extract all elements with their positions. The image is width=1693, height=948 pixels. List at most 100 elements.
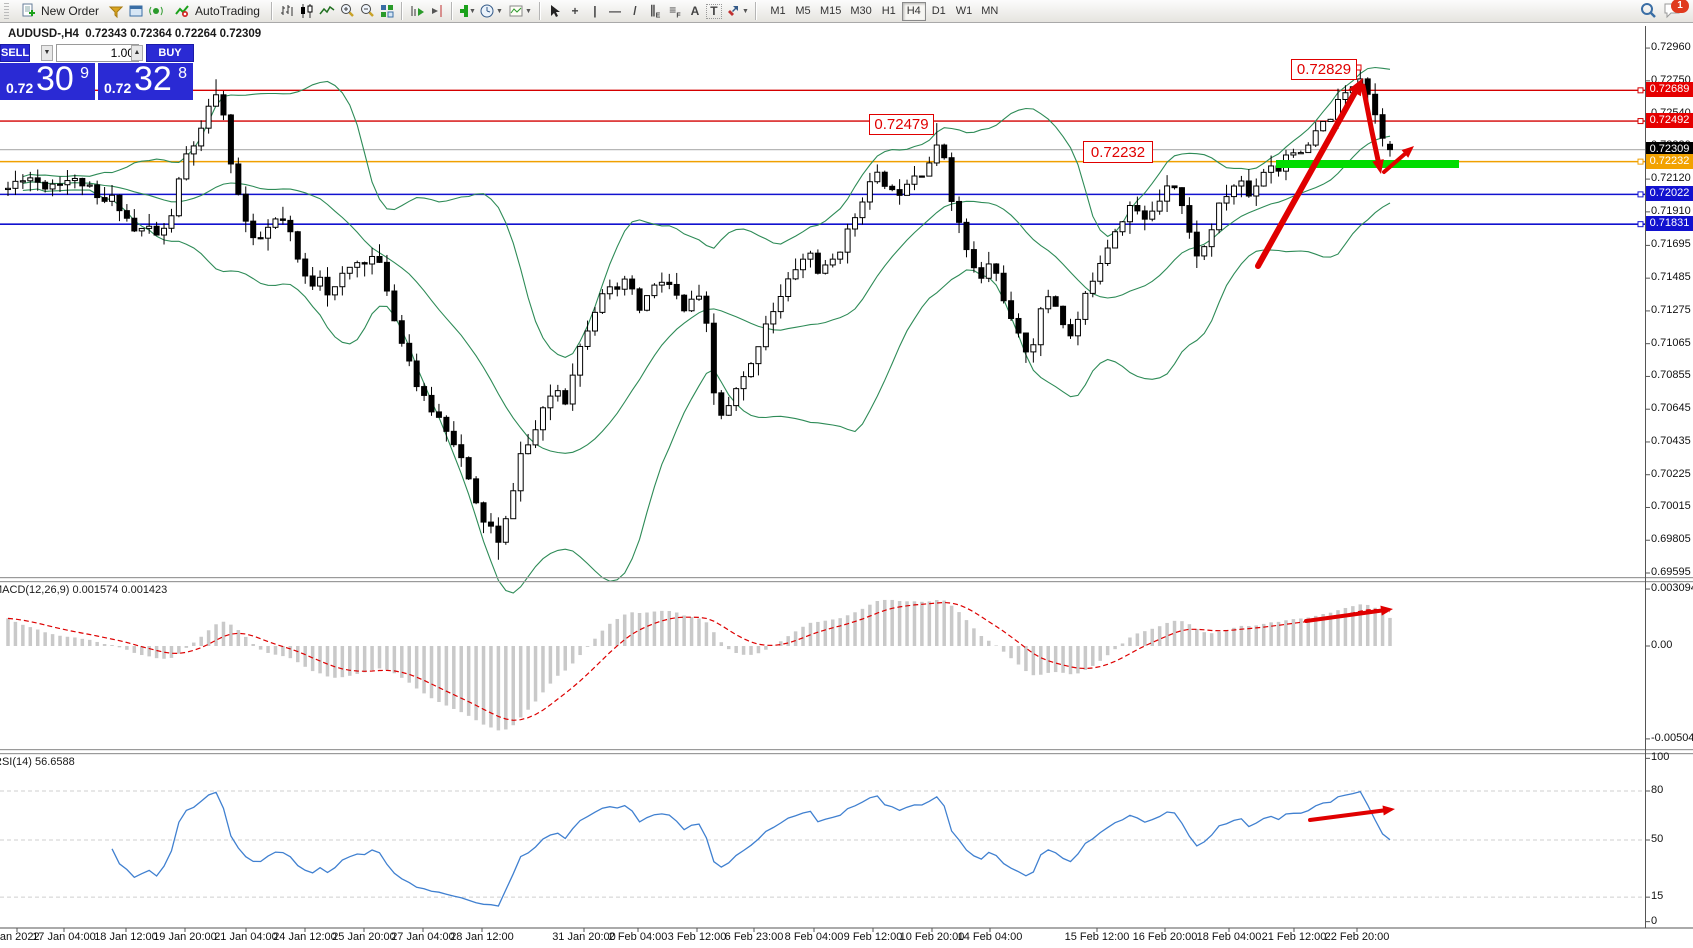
rsi-tick-label: 100 [1651, 751, 1670, 764]
time-axis-label: 27 Jan 04:00 [391, 931, 455, 943]
toolbar-separator [270, 2, 273, 20]
bar-chart-icon[interactable] [278, 2, 296, 20]
template-dropdown[interactable]: ▼ [506, 2, 534, 20]
price-badge: 0.72022 [1646, 186, 1693, 202]
one-click-trading-panel: SELL ▼ ▲ BUY 0.72 30 9 0.72 32 8 [0, 44, 196, 100]
fibonacci-icon[interactable]: ≡F [669, 2, 681, 20]
autotrading-label: AutoTrading [195, 4, 260, 18]
period-dropdown[interactable]: ▼ [478, 2, 504, 20]
price-callout[interactable]: 0.72829 [1291, 59, 1357, 80]
candlestick-chart-icon[interactable] [298, 2, 316, 20]
price-tick-label: 0.71910 [1651, 204, 1691, 217]
price-callout[interactable]: 0.72232 [1083, 141, 1153, 163]
symbol-ohlc-header: AUDUSD-,H4 0.72343 0.72364 0.72264 0.723… [8, 28, 262, 40]
price-tick-label: 0.70015 [1651, 500, 1691, 513]
price-tick-label: 0.71065 [1651, 336, 1691, 349]
time-axis-label: 17 Jan 04:00 [32, 931, 96, 943]
toolbar-separator [754, 2, 757, 20]
timeframe-H4[interactable]: H4 [901, 1, 926, 21]
time-axis-label: 18 Jan 12:00 [94, 931, 158, 943]
time-axis-label: 21 Jan 04:00 [214, 931, 278, 943]
buy-price-tile[interactable]: 0.72 32 8 [98, 60, 193, 100]
sell-price-tile[interactable]: 0.72 30 9 [0, 60, 95, 100]
trendline-icon[interactable]: / [633, 4, 637, 18]
price-tick-label: 0.72960 [1651, 41, 1691, 54]
new-order-label: New Order [41, 4, 100, 18]
horizontal-line-icon[interactable]: — [608, 4, 621, 18]
zoom-out-icon[interactable] [358, 2, 376, 20]
price-tick-label: 0.71275 [1651, 303, 1691, 316]
time-axis-label: 22 Feb 20:00 [1324, 931, 1390, 943]
time-axis-label: 10 Feb 20:00 [899, 931, 965, 943]
time-axis-label: 15 Feb 12:00 [1064, 931, 1130, 943]
history-center-icon[interactable] [107, 2, 125, 20]
rsi-label: RSI(14) 56.6588 [0, 756, 75, 768]
time-axis-label: 21 Feb 12:00 [1261, 931, 1327, 943]
tile-windows-icon[interactable] [378, 2, 396, 20]
sell-price-pip: 9 [80, 65, 89, 82]
price-tick-label: 0.72120 [1651, 172, 1691, 185]
toolbar-grip[interactable] [4, 3, 9, 19]
notifications-chat-icon[interactable]: 1 [1663, 0, 1689, 21]
search-icon[interactable] [1639, 2, 1657, 20]
vertical-line-icon[interactable]: | [593, 4, 597, 18]
toolbar: New Order AutoTrading ▼ [0, 0, 1693, 23]
time-axis-label: 24 Jan 12:00 [273, 931, 337, 943]
price-tick-label: 0.70645 [1651, 402, 1691, 415]
auto-scroll-icon[interactable] [408, 2, 426, 20]
chart-shift-icon[interactable] [428, 2, 446, 20]
timeframe-MN[interactable]: MN [977, 2, 1002, 21]
macd-tick-label: 0.003094 [1651, 582, 1693, 595]
price-badge: 0.72309 [1646, 141, 1693, 157]
toolbar-separator [538, 2, 541, 20]
text-icon[interactable]: A [690, 4, 700, 18]
buy-price-pip: 8 [178, 65, 187, 82]
price-badge: 0.72689 [1646, 82, 1693, 98]
time-axis-label: 9 Feb 12:00 [843, 931, 903, 943]
buy-button[interactable]: BUY [146, 44, 194, 62]
cursor-icon[interactable] [546, 2, 564, 20]
time-axis-label: 8 Feb 04:00 [784, 931, 844, 943]
price-tick-label: 0.71695 [1651, 238, 1691, 251]
add-indicator-dropdown[interactable]: ▼ [458, 2, 476, 20]
timeframe-W1[interactable]: W1 [952, 2, 977, 21]
time-axis-label: 19 Jan 20:00 [153, 931, 217, 943]
timeframe-M5[interactable]: M5 [791, 2, 815, 21]
price-axis: 0.729600.727500.725400.723300.721200.719… [1646, 0, 1693, 948]
time-axis-label: 25 Jan 20:00 [332, 931, 396, 943]
macd-label: MACD(12,26,9) 0.001574 0.001423 [0, 584, 168, 596]
time-axis-label: Jan 2022 [0, 931, 40, 943]
price-tick-label: 0.69595 [1651, 565, 1691, 578]
text-label-icon[interactable]: T [705, 3, 722, 19]
line-chart-icon[interactable] [318, 2, 336, 20]
arrows-shapes-dropdown[interactable]: ▼ [724, 2, 750, 20]
time-axis-label: 18 Feb 04:00 [1196, 931, 1262, 943]
equidistant-channel-icon[interactable]: ∥E [649, 2, 661, 20]
sell-price-big: 30 [36, 60, 74, 98]
volume-input[interactable] [56, 44, 139, 62]
sell-button[interactable]: SELL [0, 44, 30, 62]
timeframe-M30[interactable]: M30 [846, 2, 875, 21]
timeframe-H1[interactable]: H1 [877, 2, 901, 21]
timeframe-M15[interactable]: M15 [816, 2, 845, 21]
signals-icon[interactable] [147, 2, 165, 20]
crosshair-icon[interactable]: + [571, 4, 579, 18]
new-order-icon [19, 2, 37, 20]
price-tick-label: 0.70435 [1651, 434, 1691, 447]
timeframe-D1[interactable]: D1 [927, 2, 951, 21]
price-callout[interactable]: 0.72479 [869, 114, 934, 135]
autotrading-button[interactable]: AutoTrading [167, 1, 266, 21]
rsi-tick-label: 15 [1651, 890, 1664, 903]
timeframe-M1[interactable]: M1 [766, 2, 790, 21]
zoom-in-icon[interactable] [338, 2, 356, 20]
time-axis-label: 28 Jan 12:00 [450, 931, 514, 943]
new-order-button[interactable]: New Order [13, 1, 105, 21]
market-watch-window-icon[interactable] [127, 2, 145, 20]
notification-badge: 1 [1671, 0, 1689, 13]
time-axis-label: 14 Feb 04:00 [957, 931, 1023, 943]
volume-down-button[interactable]: ▼ [41, 45, 53, 61]
volume-up-button[interactable]: ▲ [131, 45, 143, 61]
price-tick-label: 0.69805 [1651, 533, 1691, 546]
